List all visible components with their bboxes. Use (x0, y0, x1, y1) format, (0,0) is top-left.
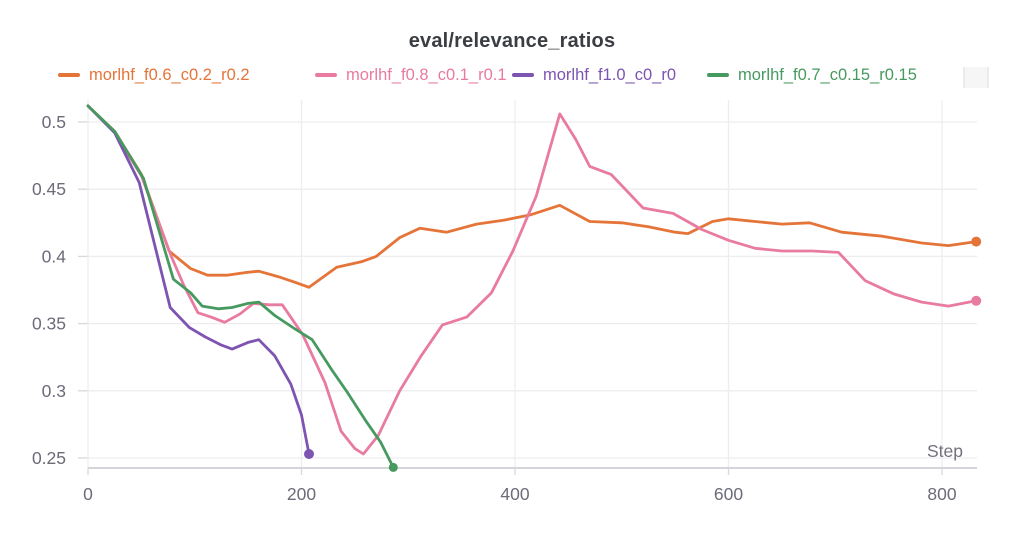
legend-swatch-icon (315, 73, 337, 77)
legend-item[interactable]: morlhf_f1.0_c0_r0 (512, 66, 676, 84)
series-endpoint-dot-3[interactable] (304, 449, 314, 459)
series-line-2[interactable] (86, 104, 978, 456)
legend-swatch-icon (58, 73, 80, 77)
chart-title: eval/relevance_ratios (408, 30, 616, 52)
legend-label: morlhf_f0.7_c0.15_r0.15 (738, 66, 917, 84)
series-line-3[interactable] (86, 104, 311, 456)
legend-swatch-icon (707, 73, 729, 77)
y-tick-label: 0.35 (32, 314, 66, 334)
series-endpoint-dot-4[interactable] (388, 462, 398, 472)
legend-label: morlhf_f1.0_c0_r0 (543, 66, 676, 84)
legend-item[interactable]: morlhf_f0.7_c0.15_r0.15 (707, 66, 917, 84)
series-line-4[interactable] (86, 104, 395, 469)
x-tick-label: 400 (500, 484, 529, 504)
x-tick-label: 0 (83, 484, 93, 504)
legend-item[interactable]: morlhf_f0.6_c0.2_r0.2 (58, 66, 250, 84)
legend-item[interactable]: morlhf_f0.8_c0.1_r0.1 (315, 66, 507, 84)
series-endpoint-dot-2[interactable] (971, 295, 982, 306)
y-tick-label: 0.3 (42, 381, 66, 401)
legend-scrollbar[interactable] (963, 67, 989, 88)
y-tick-label: 0.25 (32, 448, 66, 468)
legend-label: morlhf_f0.8_c0.1_r0.1 (346, 66, 507, 84)
legend-swatch-icon (512, 73, 534, 77)
y-tick-label: 0.4 (42, 246, 67, 266)
legend-label: morlhf_f0.6_c0.2_r0.2 (89, 66, 250, 84)
x-axis-label: Step (927, 441, 963, 461)
x-tick-label: 600 (714, 484, 743, 504)
y-tick-label: 0.5 (42, 112, 66, 132)
series-line-1[interactable] (86, 104, 978, 289)
series-endpoint-dot-1[interactable] (971, 236, 982, 247)
x-tick-label: 200 (287, 484, 316, 504)
x-tick-label: 800 (927, 484, 956, 504)
y-tick-label: 0.45 (32, 179, 66, 199)
